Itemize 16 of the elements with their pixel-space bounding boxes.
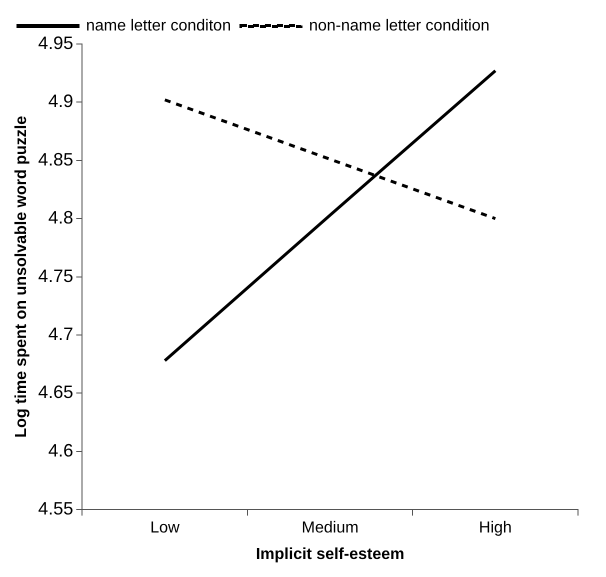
- x-tick-label: High: [478, 520, 512, 537]
- y-tick-label: 4.55: [38, 498, 74, 519]
- x-tick-label: Low: [150, 520, 180, 537]
- legend-label: name letter conditon: [86, 17, 231, 34]
- y-tick-label: 4.6: [48, 440, 74, 460]
- x-axis-title: Implicit self-esteem: [256, 546, 404, 563]
- y-axis-title: Log time spent on unsolvable word puzzle: [13, 116, 30, 438]
- y-tick-label: 4.7: [48, 324, 74, 344]
- y-tick-label: 4.65: [38, 382, 74, 402]
- x-tick-label: Medium: [302, 520, 359, 537]
- y-tick-label: 4.8: [48, 208, 74, 228]
- y-tick-label: 4.9: [48, 91, 74, 112]
- y-tick-label: 4.75: [38, 266, 74, 286]
- legend-label: non-name letter condition: [308, 17, 490, 34]
- y-tick-label: 4.85: [38, 149, 74, 170]
- y-tick-label: 4.95: [38, 32, 74, 53]
